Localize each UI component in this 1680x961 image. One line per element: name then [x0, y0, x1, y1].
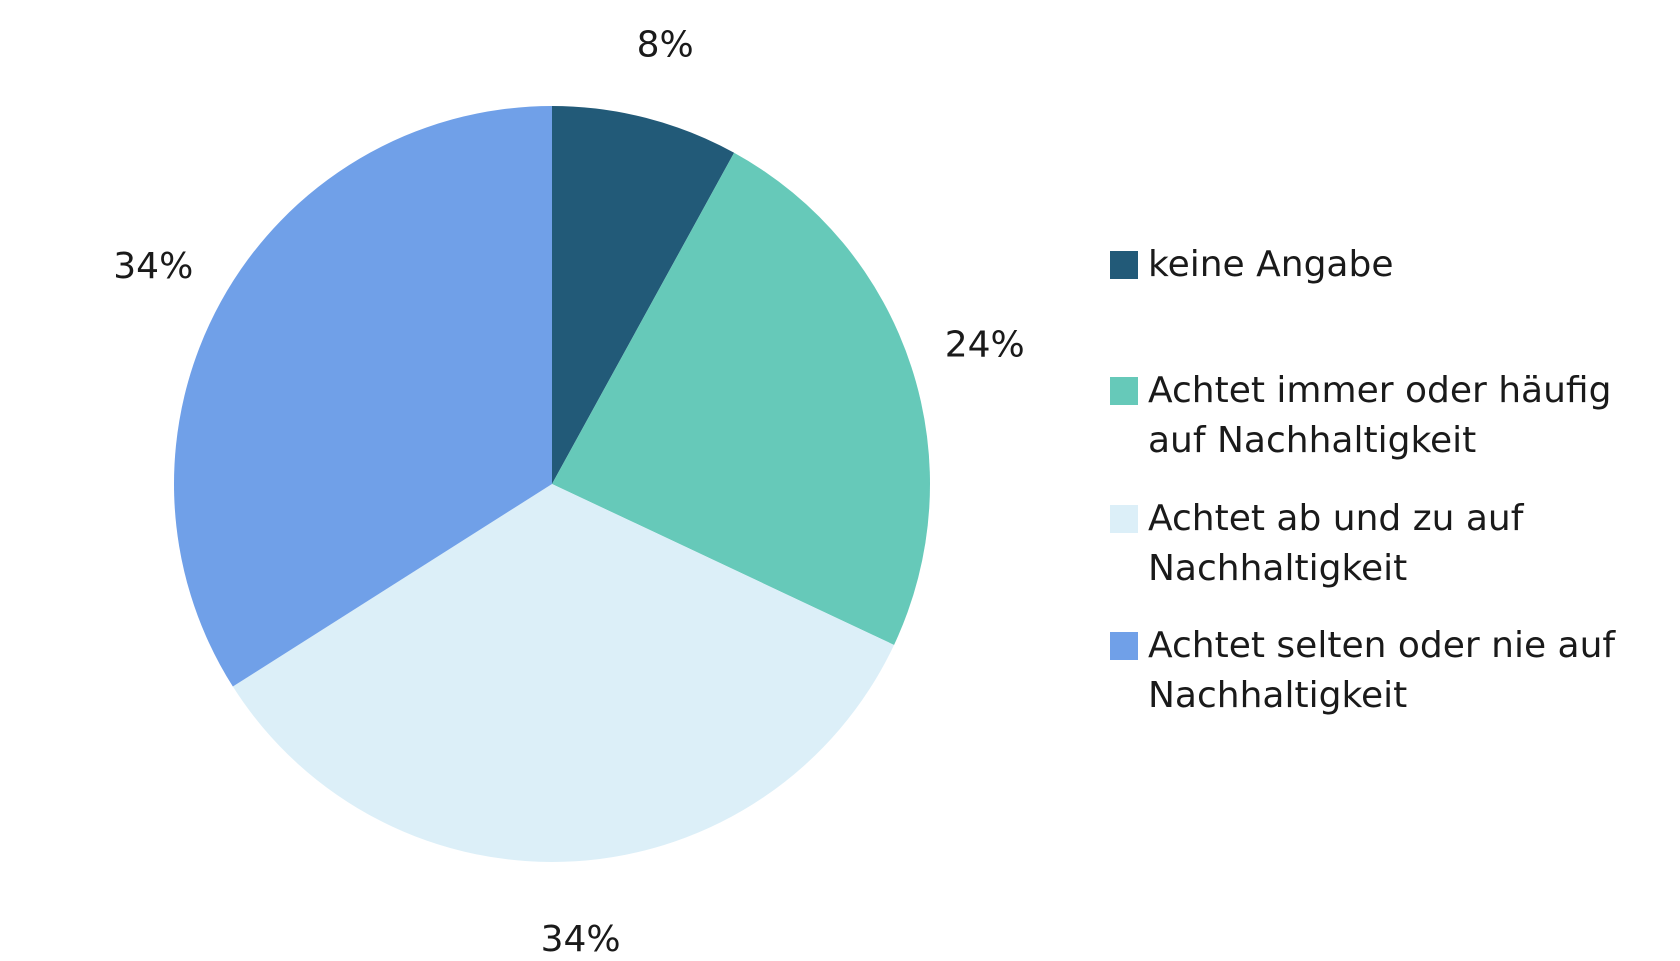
legend-label: keine Angabe — [1148, 244, 1394, 285]
legend-item-selten-nie: Achtet selten oder nie auf Nachhaltigkei… — [1110, 621, 1648, 721]
legend-label: Achtet immer oder häufig auf Nachhaltigk… — [1148, 370, 1612, 461]
legend-swatch — [1110, 632, 1138, 660]
pie-slice-keine-angabe — [552, 106, 735, 484]
legend-swatch — [1110, 377, 1138, 405]
legend-item-keine-angabe: keine Angabe — [1110, 240, 1648, 290]
value-label-keine-angabe: 8% — [637, 24, 694, 65]
value-label-immer-haeufig: 24% — [945, 324, 1025, 365]
pie-value-labels: 8% 24% 34% 34% — [113, 24, 1024, 960]
pie-slice-immer-haeufig — [552, 152, 930, 645]
pie-slices — [173, 106, 930, 862]
legend-item-ab-und-zu: Achtet ab und zu auf Nachhaltigkeit — [1110, 494, 1648, 594]
legend-swatch — [1110, 251, 1138, 279]
pie-slice-selten-nie — [173, 106, 552, 687]
value-label-ab-und-zu: 34% — [541, 919, 621, 960]
value-label-selten-nie: 34% — [113, 246, 193, 287]
legend-label: Achtet selten oder nie auf Nachhaltigkei… — [1148, 625, 1616, 716]
legend-item-immer-haeufig: Achtet immer oder häufig auf Nachhaltigk… — [1110, 366, 1648, 466]
legend-label: Achtet ab und zu auf Nachhaltigkeit — [1148, 498, 1524, 589]
pie-slice-ab-und-zu — [232, 484, 895, 862]
legend-swatch — [1110, 505, 1138, 533]
